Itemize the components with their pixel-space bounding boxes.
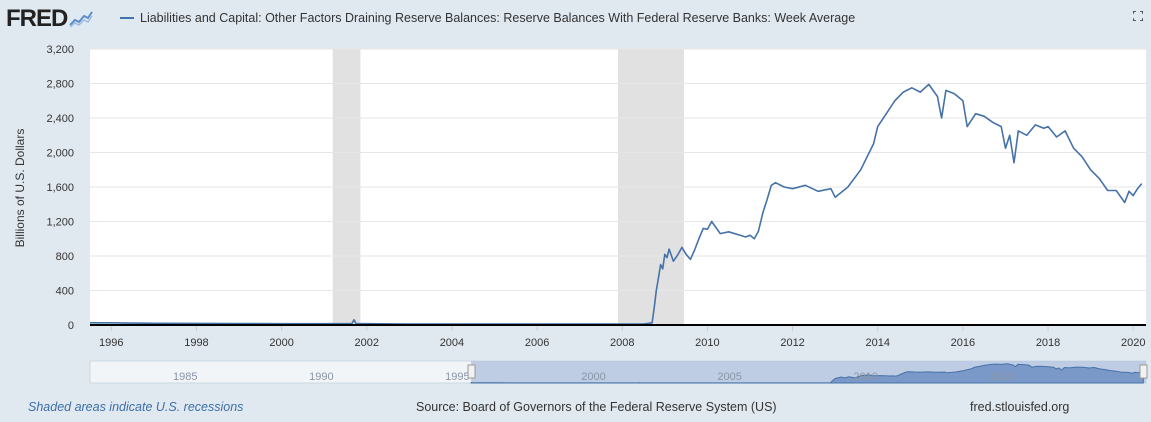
legend-swatch <box>120 17 134 19</box>
x-tick-label: 2012 <box>780 337 804 349</box>
navigator-tick-label: 1990 <box>309 371 333 383</box>
legend-series-name: Liabilities and Capital: Other Factors D… <box>140 11 856 25</box>
navigator-handle[interactable] <box>1139 364 1148 379</box>
x-tick-label: 2016 <box>951 337 975 349</box>
navigator-tick-label: 2005 <box>717 371 741 383</box>
y-axis-label: Billions of U.S. Dollars <box>13 129 27 248</box>
navigator-tick-label: 2000 <box>581 371 605 383</box>
navigator-tick-label: 2015 <box>990 371 1014 383</box>
x-tick-label: 2014 <box>865 337 889 349</box>
x-tick-label: 2004 <box>440 337 464 349</box>
x-tick-label: 2018 <box>1036 337 1060 349</box>
y-tick-label: 1,200 <box>46 217 74 229</box>
time-navigator[interactable]: 1985 1990 1995 2000 2005 2010 2015 <box>89 360 1148 384</box>
site-link[interactable]: fred.stlouisfed.org <box>970 400 1070 414</box>
navigator-series <box>470 363 1144 384</box>
y-tick-label: 0 <box>68 320 74 332</box>
chart-line-icon <box>69 10 94 28</box>
y-tick-label: 3,200 <box>46 44 74 56</box>
x-tick-label: 2000 <box>269 337 293 349</box>
y-tick-label: 1,600 <box>46 182 74 194</box>
navigator-tick-label: 1985 <box>173 371 197 383</box>
x-tick-label: 1996 <box>99 337 123 349</box>
x-tick-label: 2010 <box>695 337 719 349</box>
navigator-tick-label: 2010 <box>853 371 877 383</box>
y-tick-label: 400 <box>56 286 74 298</box>
navigator-handle[interactable] <box>467 364 476 379</box>
navigator-tick-label: 1995 <box>445 371 469 383</box>
chart-legend: Liabilities and Capital: Other Factors D… <box>120 11 855 25</box>
x-tick-label: 1998 <box>184 337 208 349</box>
y-tick-label: 800 <box>56 251 74 263</box>
y-tick-label: 2,400 <box>46 113 74 125</box>
x-tick-label: 2020 <box>1121 337 1145 349</box>
source-note: Source: Board of Governors of the Federa… <box>416 400 777 414</box>
recession-note[interactable]: Shaded areas indicate U.S. recessions <box>28 400 244 414</box>
y-tick-label: 2,000 <box>46 148 74 160</box>
fred-logo-text: FRED <box>6 5 68 32</box>
x-tick-label: 2006 <box>525 337 549 349</box>
y-tick-label: 2,800 <box>46 79 74 91</box>
x-tick-label: 2008 <box>610 337 634 349</box>
fred-logo[interactable]: FRED <box>6 5 94 32</box>
x-tick-label: 2002 <box>355 337 379 349</box>
